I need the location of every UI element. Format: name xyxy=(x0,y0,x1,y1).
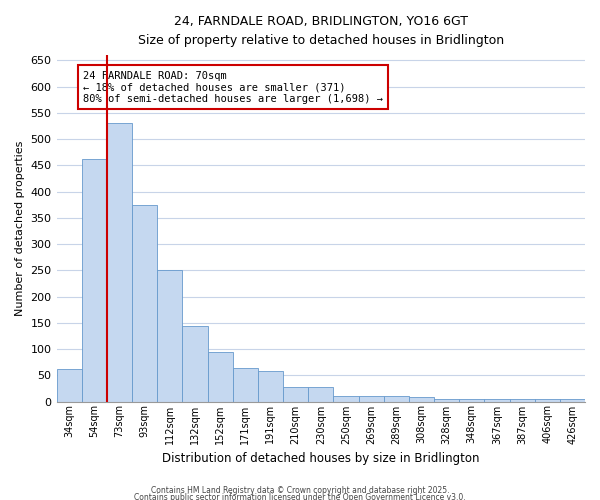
Bar xyxy=(535,399,560,402)
Bar xyxy=(56,369,82,402)
Bar xyxy=(459,399,484,402)
Bar xyxy=(308,388,334,402)
Bar xyxy=(182,326,208,402)
Title: 24, FARNDALE ROAD, BRIDLINGTON, YO16 6GT
Size of property relative to detached h: 24, FARNDALE ROAD, BRIDLINGTON, YO16 6GT… xyxy=(138,15,504,47)
Bar xyxy=(359,396,383,402)
Bar xyxy=(409,398,434,402)
Bar xyxy=(82,159,107,402)
Bar xyxy=(484,399,509,402)
Bar xyxy=(132,204,157,402)
Bar xyxy=(509,399,535,402)
Text: Contains public sector information licensed under the Open Government Licence v3: Contains public sector information licen… xyxy=(134,494,466,500)
Bar xyxy=(258,371,283,402)
Bar xyxy=(283,388,308,402)
Bar xyxy=(233,368,258,402)
Bar xyxy=(157,270,182,402)
Bar xyxy=(560,399,585,402)
Bar xyxy=(208,352,233,402)
Y-axis label: Number of detached properties: Number of detached properties xyxy=(15,140,25,316)
Bar xyxy=(334,396,359,402)
Text: 24 FARNDALE ROAD: 70sqm
← 18% of detached houses are smaller (371)
80% of semi-d: 24 FARNDALE ROAD: 70sqm ← 18% of detache… xyxy=(83,70,383,104)
Bar xyxy=(383,396,409,402)
X-axis label: Distribution of detached houses by size in Bridlington: Distribution of detached houses by size … xyxy=(162,452,479,465)
Bar xyxy=(434,399,459,402)
Bar xyxy=(107,124,132,402)
Text: Contains HM Land Registry data © Crown copyright and database right 2025.: Contains HM Land Registry data © Crown c… xyxy=(151,486,449,495)
